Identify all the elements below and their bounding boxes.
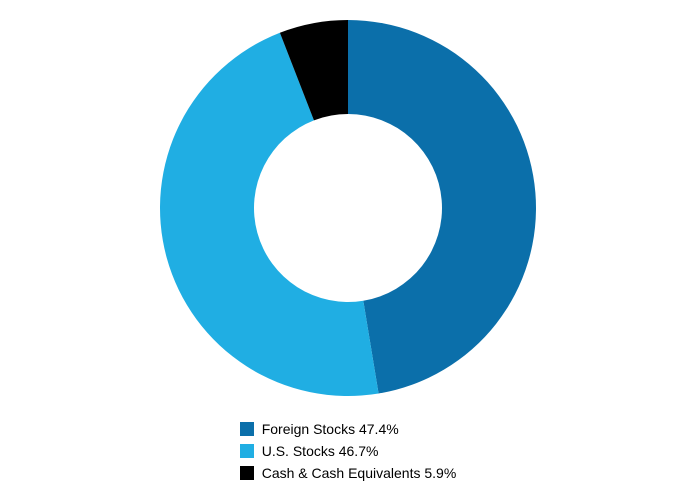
legend: Foreign Stocks 47.4% U.S. Stocks 46.7% C… — [240, 421, 457, 481]
donut-holder — [160, 20, 536, 401]
legend-item-us-stocks: U.S. Stocks 46.7% — [240, 443, 379, 459]
donut-svg — [160, 20, 536, 396]
legend-item-cash: Cash & Cash Equivalents 5.9% — [240, 465, 457, 481]
legend-swatch — [240, 466, 254, 480]
legend-label: Cash & Cash Equivalents 5.9% — [262, 465, 457, 481]
legend-swatch — [240, 444, 254, 458]
legend-label: Foreign Stocks 47.4% — [262, 421, 399, 437]
legend-item-foreign-stocks: Foreign Stocks 47.4% — [240, 421, 399, 437]
legend-swatch — [240, 422, 254, 436]
legend-label: U.S. Stocks 46.7% — [262, 443, 379, 459]
donut-slice — [348, 20, 536, 393]
allocation-donut-chart: Foreign Stocks 47.4% U.S. Stocks 46.7% C… — [0, 0, 696, 481]
